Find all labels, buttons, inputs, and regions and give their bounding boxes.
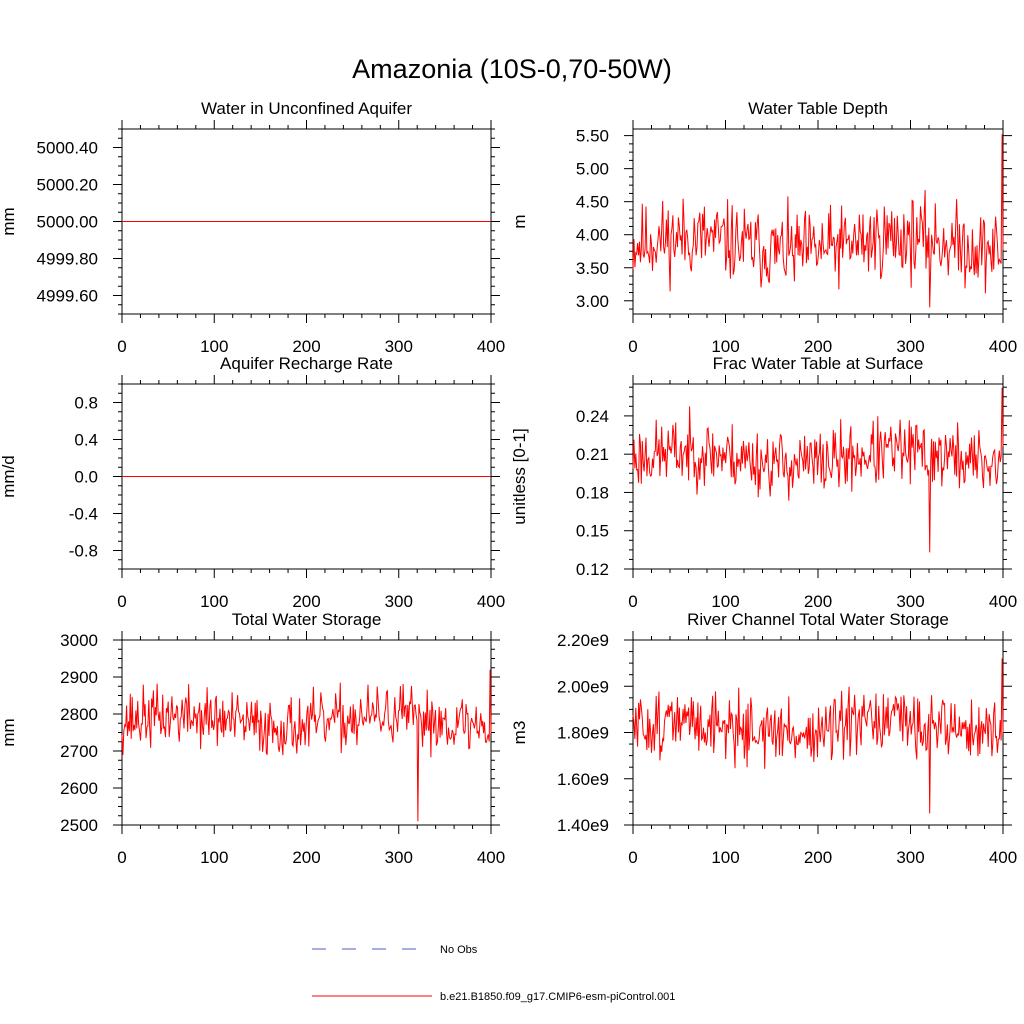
x-tick-label: 0 [628,848,637,867]
panel-title: River Channel Total Water Storage [687,610,949,629]
y-tick-label: 0.24 [576,407,609,426]
y-tick-label: 5000.20 [37,176,98,195]
y-axis-label: m3 [510,721,529,745]
x-tick-label: 300 [385,592,413,611]
y-tick-label: 2900 [60,668,98,687]
figure-title: Amazonia (10S-0,70-50W) [352,54,672,84]
x-tick-label: 100 [200,848,228,867]
x-tick-label: 100 [711,337,739,356]
y-tick-label: 0.18 [576,483,609,502]
panel-6: River Channel Total Water Storage m3 0 100 2… [510,610,1017,867]
x-tick-label: 100 [711,592,739,611]
series-line [632,134,1004,308]
y-axis-label: unitless [0-1] [510,428,529,524]
y-tick-label: 1.60e9 [557,770,609,789]
x-tick-label: 0 [117,592,126,611]
y-tick-label: 1.40e9 [557,816,609,835]
panel-title: Frac Water Table at Surface [713,354,924,373]
legend: No Obs b.e21.B1850.f09_g17.CMIP6-esm-piC… [312,944,675,1003]
x-tick-label: 400 [989,848,1017,867]
panel-4: Frac Water Table at Surface unitless [0-1… [510,354,1017,611]
plot-frame [632,128,1004,315]
x-tick-label: 100 [200,592,228,611]
y-tick-label: 1.80e9 [557,724,609,743]
x-tick-label: 200 [292,848,320,867]
y-tick-label: 0.8 [74,394,98,413]
x-tick-label: 200 [292,337,320,356]
y-tick-label: 5000.00 [37,213,98,232]
y-tick-label: 5000.40 [37,139,98,158]
x-tick-label: 0 [117,337,126,356]
panel-2: Water Table Depth m 0 100 200 300 400 3.00 3.50 4… [510,99,1017,356]
x-tick-label: 400 [989,337,1017,356]
panel-5: Total Water Storage mm 0 100 200 300 400 2500 26… [0,610,505,867]
x-tick-label: 200 [292,592,320,611]
y-tick-label: 4.00 [576,226,609,245]
y-axis-label: mm [0,718,18,746]
x-tick-label: 200 [804,848,832,867]
x-tick-label: 400 [477,848,505,867]
panel-title: Water Table Depth [748,99,888,118]
y-tick-label: 3.00 [576,292,609,311]
y-tick-label: 2600 [60,779,98,798]
y-axis-label: mm [0,207,18,235]
y-tick-label: 2800 [60,705,98,724]
panel-title: Aquifer Recharge Rate [220,354,393,373]
x-tick-label: 300 [385,337,413,356]
y-tick-label: 2500 [60,816,98,835]
x-tick-label: 400 [477,337,505,356]
y-tick-label: 0.4 [74,431,98,450]
x-tick-label: 100 [711,848,739,867]
x-tick-label: 200 [804,592,832,611]
x-tick-label: 0 [117,848,126,867]
x-tick-label: 200 [804,337,832,356]
y-tick-label: 4.50 [576,193,609,212]
y-tick-label: 4999.80 [37,250,98,269]
legend-label-no-obs: No Obs [440,944,478,956]
x-tick-label: 300 [896,848,924,867]
y-tick-label: 0.15 [576,522,609,541]
y-tick-label: 5.00 [576,160,609,179]
y-tick-label: -0.4 [69,505,98,524]
y-tick-label: 4999.60 [37,287,98,306]
y-axis-label: mm/d [0,455,18,498]
panel-1: Water in Unconfined Aquifer mm 0 100 200 300 4… [0,99,505,356]
panel-title: Total Water Storage [232,610,382,629]
series-line [632,658,1004,814]
x-tick-label: 300 [385,848,413,867]
y-tick-label: 0.12 [576,560,609,579]
x-tick-label: 300 [896,592,924,611]
y-tick-label: 2.20e9 [557,631,609,650]
y-tick-label: 0.21 [576,445,609,464]
x-tick-label: 100 [200,337,228,356]
y-tick-label: 3000 [60,631,98,650]
y-tick-label: -0.8 [69,542,98,561]
y-tick-label: 0.0 [74,468,98,487]
x-tick-label: 400 [477,592,505,611]
panels: Water in Unconfined Aquifer mm 0 100 200 300 4… [0,99,1017,867]
y-tick-label: 3.50 [576,259,609,278]
series-line [632,387,1004,553]
y-tick-label: 2.00e9 [557,677,609,696]
x-tick-label: 400 [989,592,1017,611]
x-tick-label: 0 [628,337,637,356]
y-tick-label: 2700 [60,742,98,761]
legend-label-model: b.e21.B1850.f09_g17.CMIP6-esm-piControl.… [440,991,675,1003]
panel-title: Water in Unconfined Aquifer [201,99,412,118]
x-tick-label: 300 [896,337,924,356]
x-tick-label: 0 [628,592,637,611]
panel-3: Aquifer Recharge Rate mm/d 0 100 200 300 400 -0… [0,354,505,611]
y-axis-label: m [510,214,529,228]
y-tick-label: 5.50 [576,127,609,146]
series-line [121,669,492,822]
